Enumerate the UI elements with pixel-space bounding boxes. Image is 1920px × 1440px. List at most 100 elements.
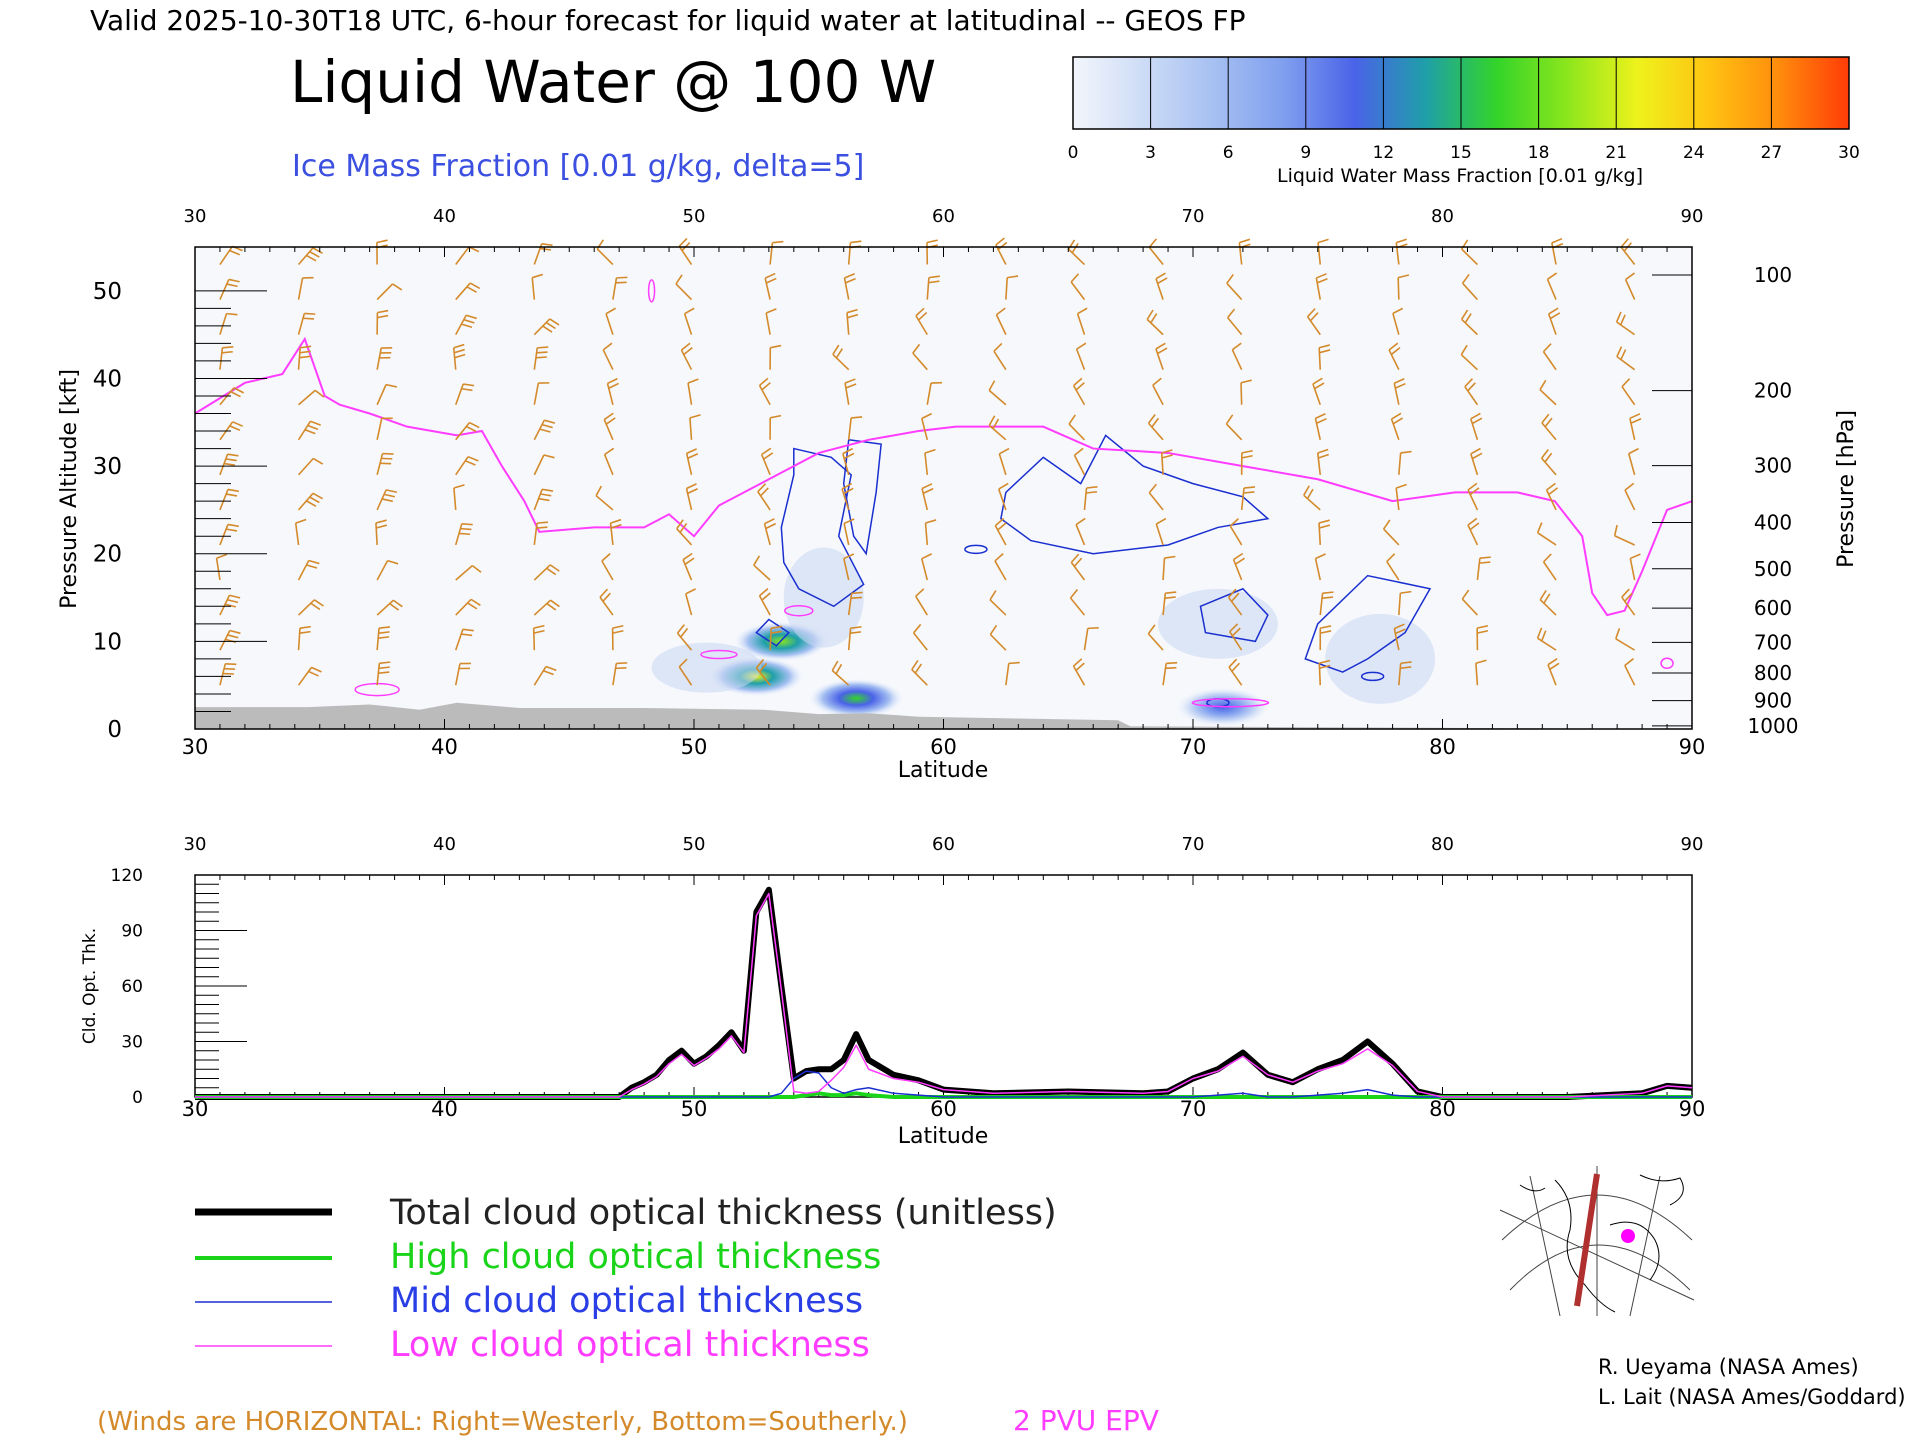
wind-barb: [297, 345, 312, 370]
bottom-xtick-label: 60: [930, 1097, 957, 1121]
wind-barb-feather: [310, 602, 321, 611]
wind-barb-staff: [297, 313, 306, 335]
wind-barb-feather: [689, 414, 701, 419]
wind-barb-staff: [1303, 494, 1321, 511]
bottom-xtick-label: 70: [1180, 1097, 1207, 1121]
wind-barb-feather: [1316, 417, 1327, 424]
wind-barb: [921, 483, 934, 511]
wind-barb: [1629, 413, 1642, 440]
wind-barb-feather: [842, 447, 853, 455]
wind-barb-feather: [1147, 624, 1156, 635]
wind-barb-feather: [1621, 588, 1630, 598]
wind-barb-staff: [219, 630, 231, 651]
wind-barb: [219, 345, 234, 370]
wind-barb-feather: [851, 591, 863, 595]
bottom-ytick-label: 30: [121, 1033, 143, 1053]
wind-barb-feather: [772, 240, 784, 244]
wind-barb: [1160, 449, 1173, 475]
wind-barb-staff: [769, 628, 772, 651]
wind-barb: [924, 519, 937, 546]
wind-barb-feather: [1546, 482, 1556, 491]
wind-barb-staff: [1616, 355, 1636, 371]
wind-barb-feather: [1319, 659, 1331, 664]
colorbar-tick-label: 24: [1683, 143, 1705, 163]
wind-barb-staff: [531, 277, 536, 300]
wind-barb-feather: [1227, 308, 1236, 319]
top-xtick-label-upper: 70: [1182, 206, 1205, 227]
wind-barb-feather: [601, 553, 611, 562]
wind-barb: [219, 278, 240, 300]
wind-barb: [911, 659, 928, 686]
wind-barb-staff: [1069, 597, 1086, 616]
wind-barb: [297, 599, 324, 616]
wind-barb-feather: [1469, 487, 1480, 496]
wind-barb-feather: [989, 624, 998, 635]
wind-barb-staff: [297, 666, 313, 686]
wind-barb-staff: [689, 417, 693, 440]
wind-barb: [1397, 274, 1410, 300]
wind-barb: [1382, 519, 1400, 546]
wind-barb-staff: [1545, 489, 1557, 511]
wind-barb-feather: [546, 602, 557, 611]
wind-barb-feather: [1075, 517, 1086, 526]
wind-barb-feather: [462, 628, 474, 632]
wind-barb: [376, 347, 393, 370]
wind-barb-feather: [1541, 448, 1549, 459]
wind-barb: [454, 628, 474, 651]
wind-barb-feather: [314, 389, 325, 398]
wind-barb-feather: [1541, 413, 1550, 424]
wind-barb-staff: [1388, 349, 1400, 371]
wind-barb: [1155, 517, 1167, 546]
wind-barb-feather: [233, 387, 245, 394]
wind-barb-feather: [1072, 658, 1083, 667]
wind-barb-feather: [922, 487, 934, 495]
wind-barb-feather: [454, 353, 466, 359]
wind-barb-staff: [755, 667, 771, 686]
wind-barb: [455, 455, 479, 476]
wind-barb-feather: [1155, 517, 1167, 525]
wind-barb-feather: [465, 314, 477, 320]
wind-barb-staff: [219, 524, 229, 546]
wind-barb-feather: [549, 564, 560, 572]
wind-barb-feather: [467, 602, 478, 610]
wind-barb-feather: [458, 532, 471, 536]
wind-barb: [1392, 307, 1404, 335]
wind-barb-feather: [1225, 414, 1234, 425]
wind-barb-feather: [685, 588, 696, 595]
wind-barb-staff: [1155, 523, 1164, 546]
wind-barb-feather: [1318, 519, 1330, 524]
wind-barb-staff: [1075, 348, 1086, 370]
wind-barb: [1541, 448, 1557, 476]
wind-barb: [294, 518, 307, 546]
colorbar-tick-label: 9: [1300, 143, 1311, 163]
wind-barb: [1147, 414, 1164, 441]
wind-barb-feather: [1547, 272, 1558, 280]
wind-barb-staff: [1393, 628, 1400, 651]
wind-barb: [1162, 591, 1177, 616]
wind-barb: [533, 488, 554, 511]
wind-barb-feather: [998, 447, 1010, 455]
wind-barb: [1460, 309, 1478, 336]
wind-barb-staff: [843, 523, 850, 546]
wind-barb: [1005, 661, 1020, 686]
wind-barb-staff: [1621, 596, 1636, 616]
wind-barb-staff: [1315, 277, 1322, 300]
wind-barb-staff: [995, 244, 1007, 265]
wind-barb-staff: [1621, 386, 1636, 406]
wind-barb: [678, 658, 693, 686]
wind-barb-feather: [545, 665, 557, 672]
wind-barb: [601, 553, 614, 581]
wind-barb: [758, 377, 771, 406]
wind-barb-staff: [685, 488, 693, 511]
wind-barb-staff: [1398, 663, 1402, 686]
wind-barb: [769, 344, 782, 370]
wind-barb-feather: [312, 247, 323, 254]
wind-barb-feather: [1087, 626, 1099, 630]
wind-barb-feather: [682, 552, 693, 561]
wind-barb-staff: [1152, 384, 1164, 406]
wind-barb-feather: [989, 590, 997, 601]
wind-barb-staff: [1226, 282, 1243, 301]
wind-barb-feather: [1624, 658, 1634, 667]
wind-barb-feather: [453, 484, 465, 489]
wind-barb: [689, 414, 701, 440]
